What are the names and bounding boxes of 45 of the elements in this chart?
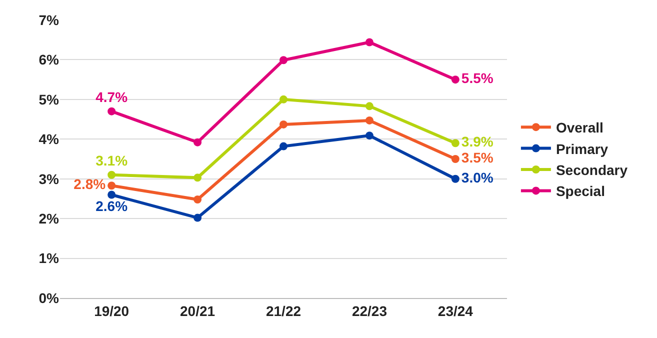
x-tick-label: 23/24 xyxy=(438,302,474,319)
point xyxy=(365,102,374,110)
point xyxy=(194,174,202,182)
point xyxy=(108,170,116,179)
data-label: 2.8% xyxy=(74,176,106,192)
x-tick-label: 19/20 xyxy=(94,302,130,319)
legend-label: Overall xyxy=(556,120,604,136)
point xyxy=(280,95,288,104)
legend-label: Secondary xyxy=(556,162,628,178)
point xyxy=(280,142,288,150)
data-label: 3.9% xyxy=(461,134,494,150)
point xyxy=(194,214,202,222)
y-tick-label: 6% xyxy=(38,52,60,68)
data-label: 5.5% xyxy=(461,70,494,86)
data-label: 3.1% xyxy=(96,152,128,168)
point xyxy=(280,56,288,64)
point xyxy=(365,132,374,140)
y-tick-label: 2% xyxy=(38,210,60,226)
point xyxy=(451,155,460,163)
point xyxy=(108,182,116,190)
point xyxy=(365,116,374,124)
point xyxy=(108,190,116,199)
point xyxy=(194,196,202,204)
point xyxy=(108,107,116,116)
x-tick-label: 21/22 xyxy=(266,302,302,319)
point xyxy=(280,120,288,128)
point xyxy=(451,139,460,148)
point xyxy=(194,138,202,146)
data-label: 4.7% xyxy=(96,88,128,105)
data-label: 3.0% xyxy=(461,169,494,186)
y-tick-label: 7% xyxy=(38,12,60,28)
legend-label: Primary xyxy=(556,140,608,157)
y-tick-label: 3% xyxy=(38,170,60,187)
y-tick-label: 4% xyxy=(38,131,60,148)
point xyxy=(451,174,460,183)
y-tick-label: 1% xyxy=(38,250,60,266)
x-tick-label: 22/23 xyxy=(352,302,388,319)
point xyxy=(365,38,374,46)
y-tick-label: 0% xyxy=(38,290,60,306)
x-tick-label: 20/21 xyxy=(180,302,216,319)
legend-label: Special xyxy=(556,183,605,200)
data-label: 3.5% xyxy=(461,150,494,166)
point xyxy=(451,76,460,84)
data-label: 2.6% xyxy=(96,198,128,214)
y-tick-label: 5% xyxy=(38,91,60,108)
